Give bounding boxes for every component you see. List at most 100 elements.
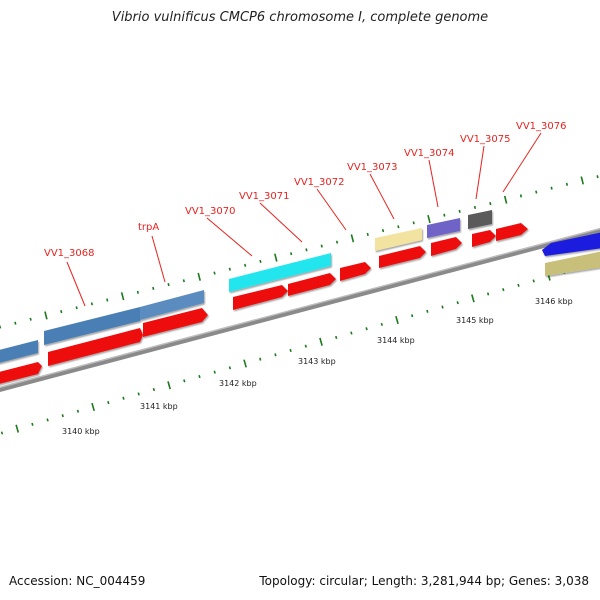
gene-label[interactable]: VV1_3068 [44,248,95,259]
outer-scale-tick [120,292,125,301]
gene-label[interactable]: VV1_3076 [516,121,567,132]
outer-scale-tick [228,267,231,271]
inner-scale-tick [517,283,520,287]
outer-scale-tick [443,213,446,217]
outer-scale-tick [489,202,492,206]
outer-scale-tick [580,176,584,185]
cds-track [0,223,528,385]
gene-label[interactable]: VV1_3070 [185,206,236,217]
outer-scale-tick [44,311,48,320]
cds-arrow-2[interactable] [48,328,143,366]
feature-yellow[interactable] [375,228,422,251]
topology-label: Topology: circular; Length: 3,281,944 bp… [259,574,589,588]
cds-arrow-5[interactable] [288,273,336,296]
outer-scale-tick [519,194,523,198]
inner-scale-tick [411,314,414,318]
cds-arrow-4[interactable] [233,285,288,310]
inner-scale-tick [213,370,216,374]
inner-scale-tick [122,396,125,400]
inner-scale-tick [61,414,64,418]
feature-purple[interactable] [427,218,460,238]
outer-scale-tick [259,259,262,264]
inner-scale-tick [289,348,292,353]
outer-scale-tick [106,298,109,302]
outer-scale-tick [90,302,94,306]
outer-scale-tick [197,272,201,281]
feature-navy[interactable] [542,232,600,256]
outer-scale-tick [167,282,170,287]
label-leader-lines [66,132,542,307]
outer-scale-tick [565,182,569,186]
inner-scale-tick [198,374,201,379]
kbp-label: 3143 kbp [298,357,336,366]
inner-scale-tick [259,357,262,361]
feature-gray[interactable] [468,210,492,229]
cds-arrow-10[interactable] [496,223,528,241]
feature-track [0,210,600,364]
gene-label[interactable]: VV1_3072 [294,177,345,188]
map-title: Vibrio vulnificus CMCP6 chromosome I, co… [111,10,489,25]
inner-scale-tick [380,322,383,326]
cds-arrow-8[interactable] [431,237,462,256]
cds-arrow-7[interactable] [379,246,426,268]
outer-scale-tick [535,190,538,194]
outer-scale-tick [60,309,63,314]
inner-scale-tick [486,292,490,296]
gene-label[interactable]: VV1_3071 [239,191,290,202]
inner-scale-tick [183,379,186,383]
gene-label[interactable]: VV1_3074 [404,148,455,159]
gene-label[interactable]: VV1_3075 [460,134,511,145]
kbp-label: 3141 kbp [140,402,178,411]
outer-scale-ticks [0,175,599,329]
outer-scale-tick [473,205,477,210]
inner-scale-tick [137,392,140,396]
inner-scale-tick [46,418,49,422]
gene-label[interactable]: trpA [138,222,159,233]
outer-scale-tick [320,244,323,248]
gene-label[interactable]: VV1_3073 [347,162,398,173]
feature-blue-3[interactable] [140,290,204,320]
feature-blue-2[interactable] [44,307,140,345]
feature-olive[interactable] [545,251,600,276]
inner-scale-tick [167,381,171,390]
outer-scale-tick [458,209,461,213]
inner-scale-tick [228,366,232,370]
cds-arrow-6[interactable] [340,262,371,281]
inner-scale-tick [456,301,459,305]
kbp-label: 3145 kbp [456,316,494,325]
inner-scale-ticks [0,261,596,435]
feature-blue-1[interactable] [0,340,38,364]
outer-scale-tick [596,175,599,179]
inner-scale-tick [304,344,307,348]
kbp-label: 3146 kbp [535,297,573,306]
cds-arrow-1[interactable] [0,362,42,385]
outer-scale-tick [213,271,216,275]
inner-scale-tick [274,353,277,357]
outer-scale-tick [182,279,185,283]
cds-arrow-3[interactable] [143,308,208,337]
gene-labels: VV1_3068 trpA VV1_3070 VV1_3071 VV1_3072… [44,121,567,259]
inner-scale-tick [395,315,399,325]
inner-scale-tick [502,288,505,292]
cds-arrow-9[interactable] [472,230,496,247]
outer-scale-tick [244,263,247,267]
outer-scale-tick [550,186,553,190]
outer-scale-tick [335,240,339,244]
outer-scale-tick [136,290,139,294]
outer-scale-tick [381,229,385,233]
feature-cyan[interactable] [229,253,331,292]
outer-scale-tick [75,306,78,310]
inner-scale-tick [471,294,475,303]
inner-scale-tick [76,409,80,413]
kbp-label: 3140 kbp [62,427,100,436]
inner-scale-tick [243,359,247,368]
outer-scale-tick [290,252,293,256]
outer-scale-tick [350,234,355,243]
inner-scale-tick [107,400,110,405]
inner-scale-tick [365,327,368,331]
kbp-label: 3142 kbp [219,379,257,388]
inner-scale-tick [319,337,323,346]
inner-scale-tick [335,335,338,340]
inner-scale-tick [532,279,535,283]
